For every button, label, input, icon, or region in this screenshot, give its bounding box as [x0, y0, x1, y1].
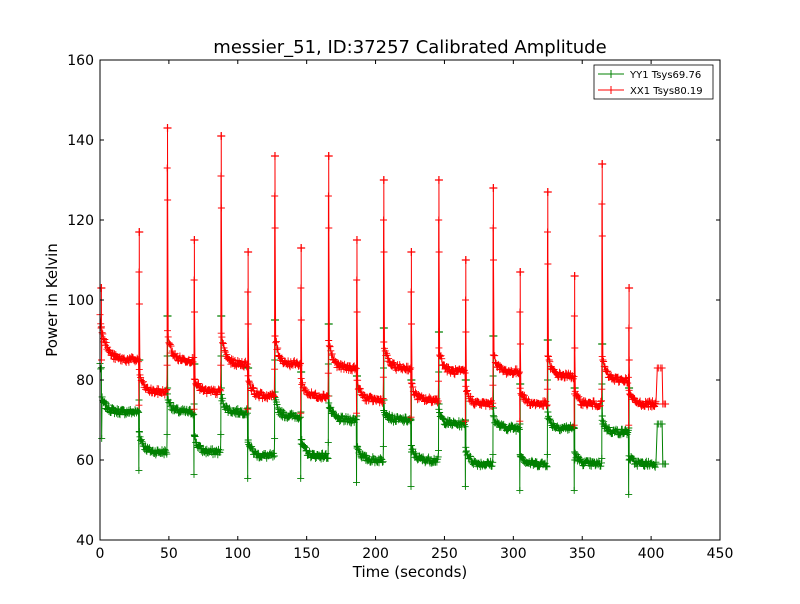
x-tick-label: 250	[431, 546, 458, 562]
x-tick-label: 100	[224, 546, 251, 562]
y-tick-label: 40	[76, 533, 94, 549]
y-tick-label: 100	[67, 293, 94, 309]
spike-point	[217, 132, 226, 140]
legend-marker-yy1	[607, 70, 615, 78]
x-tick-label: 50	[160, 546, 178, 562]
spike-point	[352, 236, 361, 244]
legend-entry-yy1: YY1 Tsys69.76	[598, 70, 701, 81]
y-tick-label: 160	[67, 53, 94, 69]
spike-point	[543, 188, 552, 196]
x-tick-label: 0	[96, 546, 105, 562]
spike-point	[190, 236, 199, 244]
legend-marker-xx1	[607, 86, 615, 94]
spike-point	[407, 248, 416, 256]
y-tick-label: 60	[76, 453, 94, 469]
y-axis-label: Power in Kelvin	[43, 243, 61, 357]
legend-entry-xx1: XX1 Tsys80.19	[598, 86, 703, 97]
spike-point	[570, 272, 579, 280]
spike-point	[324, 152, 333, 160]
spike-point	[516, 268, 525, 276]
spike-point	[379, 176, 388, 184]
series-1	[96, 124, 670, 429]
spike-point	[163, 124, 172, 132]
tick-layer: 0 50 100 150 200 250 300 350 400 450 40 60 80 100 120 1…	[67, 53, 733, 562]
spike-point	[297, 244, 306, 252]
plot-area-frame	[99, 59, 721, 541]
x-tick-label: 350	[569, 546, 596, 562]
spike-point	[598, 160, 607, 168]
series-layer	[96, 124, 670, 498]
legend-label-xx1: XX1 Tsys80.19	[630, 86, 703, 97]
spike-point	[489, 184, 498, 192]
x-tick-label: 400	[638, 546, 665, 562]
x-axis-label: Time (seconds)	[352, 563, 468, 581]
spike-point	[625, 284, 634, 292]
y-tick-label: 80	[76, 373, 94, 389]
x-tick-label: 300	[500, 546, 527, 562]
y-tick-label: 120	[67, 213, 94, 229]
spike-point	[244, 248, 253, 256]
spike-point	[434, 176, 443, 184]
legend-box	[593, 64, 714, 100]
spike-point	[270, 152, 279, 160]
x-tick-label: 450	[707, 546, 734, 562]
y-tick-label: 140	[67, 133, 94, 149]
spike-point	[135, 228, 144, 236]
spike-point	[97, 284, 106, 292]
x-tick-label: 200	[362, 546, 389, 562]
chart-title: messier_51, ID:37257 Calibrated Amplitud…	[213, 37, 606, 58]
legend-label-yy1: YY1 Tsys69.76	[629, 70, 701, 81]
spike-point	[461, 256, 470, 264]
legend: YY1 Tsys69.76 XX1 Tsys80.19	[593, 64, 714, 100]
x-tick-label: 150	[293, 546, 320, 562]
